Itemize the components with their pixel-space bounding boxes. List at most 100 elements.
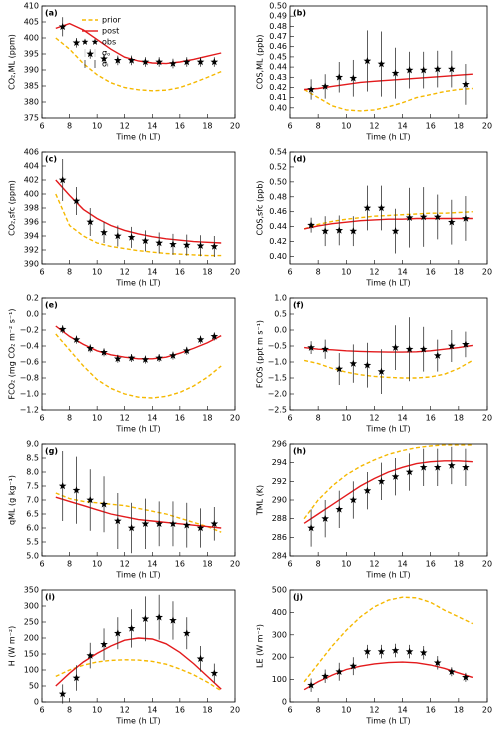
panel-label: (e) [45, 301, 58, 310]
obs-marker [155, 354, 163, 362]
x-tick-label: 6 [39, 268, 44, 277]
obs-marker [448, 218, 456, 226]
obs-marker [169, 59, 177, 67]
obs-marker [335, 73, 344, 81]
x-tick-label: 14 [147, 706, 157, 715]
legend-label: prior [102, 16, 121, 25]
y-tick-label: 0.54 [269, 148, 287, 157]
x-axis-label: Time (h LT) [365, 133, 410, 142]
y-tick-label: 350 [24, 586, 39, 595]
obs-marker [448, 461, 456, 469]
x-axis-label: Time (h LT) [365, 279, 410, 288]
obs-marker [114, 517, 122, 525]
y-tick-label: 0.50 [269, 2, 287, 11]
x-tick-label: 20 [230, 414, 240, 423]
x-tick-label: 8 [67, 268, 72, 277]
obs-marker [462, 214, 470, 222]
x-tick-label: 12 [120, 122, 130, 131]
x-axis-label: Time (h LT) [115, 571, 160, 580]
x-tick-label: 14 [397, 560, 407, 569]
series-line [55, 637, 222, 690]
x-tick-label: 20 [482, 706, 492, 715]
obs-marker [321, 345, 329, 353]
x-tick-label: 6 [287, 122, 292, 131]
y-tick-label: 7.0 [26, 496, 39, 505]
obs-marker [433, 65, 442, 73]
y-tick-label: 9.0 [26, 440, 39, 449]
obs-marker [321, 227, 329, 235]
obs-marker [335, 365, 344, 373]
obs-marker [405, 345, 414, 353]
obs-marker [433, 463, 442, 471]
y-tick-label: 400 [24, 34, 39, 43]
y-tick-label: 296 [272, 440, 287, 449]
y-axis-label: COS,ML (ppb) [256, 35, 265, 90]
x-tick-label: 14 [147, 560, 157, 569]
series-line [303, 87, 473, 112]
y-tick-label: −1.0 [268, 358, 287, 367]
x-tick-label: 14 [397, 706, 407, 715]
series-line [55, 496, 222, 529]
obs-marker [127, 56, 136, 64]
obs-marker [391, 227, 400, 235]
y-tick-label: 0.0 [274, 326, 287, 335]
x-tick-label: 8 [316, 560, 321, 569]
y-tick-label: 405 [24, 18, 39, 27]
obs-marker [210, 58, 219, 66]
x-tick-label: 12 [369, 414, 379, 423]
obs-marker [391, 343, 400, 351]
obs-marker [114, 232, 122, 240]
y-axis-label: TML (K) [256, 485, 265, 516]
plot-frame [41, 151, 236, 265]
series-line [303, 596, 474, 683]
legend-label: obs [102, 38, 116, 47]
x-axis-label: Time (h LT) [115, 717, 160, 726]
obs-marker [419, 463, 428, 471]
x-tick-label: 20 [482, 122, 492, 131]
panel-label: (j) [293, 593, 303, 602]
y-tick-label: 390 [24, 260, 39, 269]
y-tick-label: −0.8 [20, 374, 39, 383]
obs-marker [127, 233, 136, 241]
obs-marker [58, 325, 67, 333]
x-axis-label: Time (h LT) [115, 279, 160, 288]
plot-frame [41, 589, 236, 703]
y-tick-label: 5.5 [26, 538, 39, 547]
obs-marker [86, 651, 95, 659]
y-tick-label: 385 [24, 82, 39, 91]
obs-marker [127, 354, 136, 362]
x-tick-label: 20 [230, 706, 240, 715]
obs-marker [196, 654, 205, 663]
x-tick-label: 20 [482, 268, 492, 277]
x-tick-label: 10 [341, 560, 351, 569]
obs-marker [141, 614, 150, 623]
obs-marker [141, 355, 150, 363]
y-tick-label: −2.5 [268, 406, 287, 415]
series-line [304, 344, 474, 353]
y-tick-label: 0 [34, 698, 39, 707]
obs-marker [72, 38, 81, 47]
y-tick-label: 0.47 [269, 32, 287, 41]
obs-marker [169, 240, 177, 248]
panel-label: (c) [45, 155, 57, 164]
obs-marker [169, 616, 177, 624]
series-line [55, 179, 222, 244]
x-axis-label: Time (h LT) [365, 717, 410, 726]
obs-marker [377, 477, 386, 485]
x-tick-label: 6 [287, 560, 292, 569]
obs-marker [462, 340, 470, 348]
x-tick-label: 14 [147, 268, 157, 277]
y-tick-label: −1.2 [20, 406, 39, 415]
plot-frame [289, 443, 488, 557]
obs-marker [86, 50, 95, 58]
x-tick-label: 18 [454, 122, 464, 131]
panel-label: (f) [293, 301, 304, 310]
y-axis-label: COS,sfc (ppb) [256, 181, 265, 236]
obs-marker [127, 624, 136, 632]
obs-marker [349, 662, 358, 670]
y-tick-label: 404 [24, 162, 39, 171]
y-tick-label: 398 [24, 204, 39, 213]
x-tick-label: 10 [92, 414, 102, 423]
obs-marker [448, 65, 456, 73]
y-tick-label: 8.5 [26, 454, 39, 463]
